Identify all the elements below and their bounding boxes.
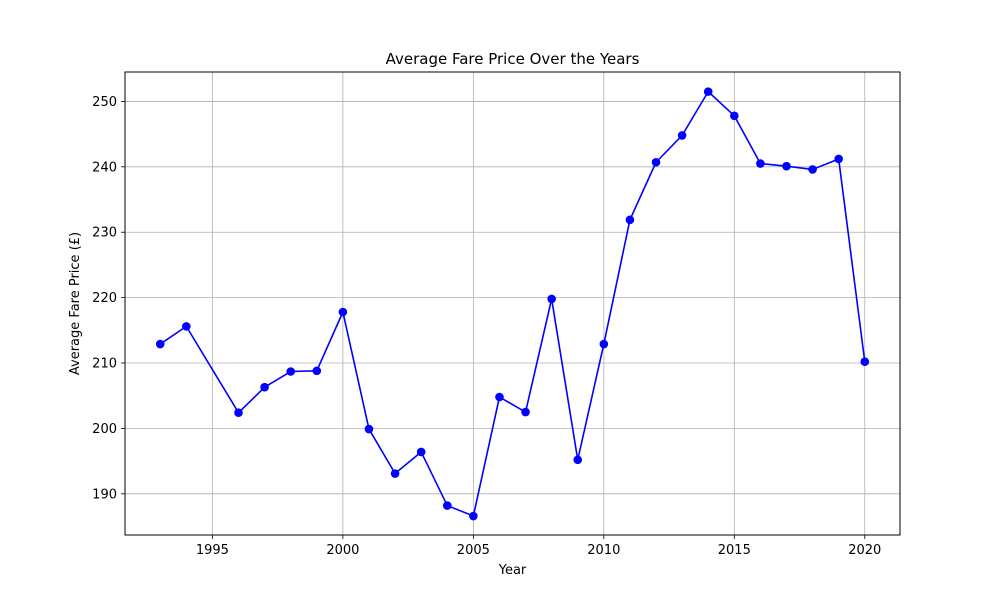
y-tick-label: 200 bbox=[92, 422, 117, 437]
data-point bbox=[182, 322, 191, 331]
x-tick-label: 2020 bbox=[848, 543, 881, 558]
data-point bbox=[703, 87, 713, 96]
data-point bbox=[521, 407, 530, 417]
data-point bbox=[782, 161, 791, 171]
data-point bbox=[599, 339, 609, 349]
data-point bbox=[651, 157, 661, 167]
data-point bbox=[756, 159, 765, 168]
plot-frame bbox=[124, 71, 901, 536]
data-point bbox=[155, 339, 165, 349]
data-point bbox=[260, 382, 269, 392]
chart-title: Average Fare Price Over the Years bbox=[386, 50, 640, 68]
data-point bbox=[312, 366, 322, 376]
data-point bbox=[834, 154, 843, 164]
y-tick-label: 220 bbox=[92, 291, 117, 306]
data-point bbox=[286, 367, 295, 376]
ticks: 1995 2000 2005 2010 2015 2020 190 200 210 220 230 2… bbox=[92, 95, 881, 558]
x-tick-label: 2010 bbox=[587, 543, 620, 558]
data-point bbox=[495, 392, 504, 402]
x-tick-label: 2000 bbox=[326, 543, 359, 558]
y-tick-label: 230 bbox=[92, 226, 117, 241]
y-tick-label: 210 bbox=[92, 357, 117, 372]
data-point bbox=[677, 131, 687, 140]
x-tick-label: 2015 bbox=[718, 543, 751, 558]
data-point bbox=[808, 165, 817, 174]
y-tick-label: 250 bbox=[92, 95, 117, 110]
x-tick-label: 1995 bbox=[196, 543, 229, 558]
data-point bbox=[625, 215, 635, 225]
series-layer bbox=[155, 87, 870, 521]
data-point bbox=[416, 447, 426, 457]
data-point bbox=[390, 469, 400, 478]
y-tick-label: 190 bbox=[92, 487, 117, 502]
data-point bbox=[547, 294, 556, 304]
data-point bbox=[573, 455, 583, 465]
x-tick-label: 2005 bbox=[457, 543, 490, 558]
x-axis-label: Year bbox=[498, 563, 527, 578]
y-axis-label: Average Fare Price (£) bbox=[68, 232, 83, 375]
grid bbox=[125, 72, 900, 535]
data-point bbox=[364, 424, 374, 434]
data-point bbox=[730, 111, 739, 121]
data-point bbox=[234, 408, 243, 418]
data-point bbox=[469, 511, 478, 521]
data-point bbox=[338, 307, 348, 317]
data-point bbox=[442, 501, 452, 510]
data-point bbox=[860, 357, 870, 367]
y-tick-label: 240 bbox=[92, 160, 117, 175]
